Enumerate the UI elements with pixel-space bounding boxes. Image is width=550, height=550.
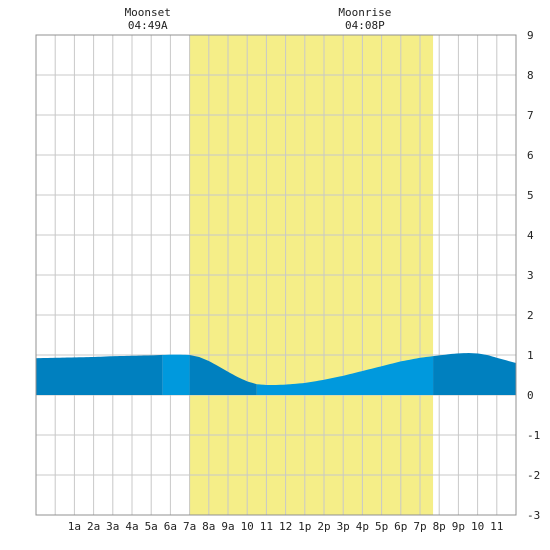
x-tick-label: 10 [471, 520, 484, 533]
x-tick-label: 3a [106, 520, 119, 533]
x-tick-label: 11 [260, 520, 273, 533]
annotation-time: 04:08P [345, 19, 385, 32]
y-tick-label: 6 [527, 149, 534, 162]
y-tick-label: 9 [527, 29, 534, 42]
x-axis-tick-labels: 1a 2a 3a 4a 5a 6a 7a 8a 9a 10 11 12 1p 2p 3p 4p 5p 6p 7p 8p… [68, 520, 504, 533]
y-tick-label: 0 [527, 389, 534, 402]
y-tick-label: 3 [527, 269, 534, 282]
tide-segment [256, 356, 434, 395]
annotation-time: 04:49A [128, 19, 168, 32]
tide-segment [433, 353, 516, 395]
x-tick-label: 7p [413, 520, 426, 533]
tide-segment [162, 354, 190, 395]
x-tick-label: 10 [241, 520, 254, 533]
y-tick-label: 2 [527, 309, 534, 322]
x-tick-label: 2p [317, 520, 330, 533]
x-tick-label: 5p [375, 520, 388, 533]
y-tick-label: 8 [527, 69, 534, 82]
x-tick-label: 3p [337, 520, 350, 533]
x-tick-label: 9a [221, 520, 234, 533]
x-tick-label: 2a [87, 520, 100, 533]
x-tick-label: 8a [202, 520, 215, 533]
x-tick-label: 8p [433, 520, 446, 533]
x-tick-label: 7a [183, 520, 196, 533]
y-axis-tick-labels: -3 -2 -1 0 1 2 3 4 5 6 7 8 9 [527, 29, 540, 522]
tide-area [36, 353, 516, 395]
x-tick-label: 6p [394, 520, 407, 533]
y-tick-label: 4 [527, 229, 534, 242]
annotation-label: Moonset [125, 6, 171, 19]
x-tick-label: 9p [452, 520, 465, 533]
y-tick-label: -2 [527, 469, 540, 482]
y-tick-label: 7 [527, 109, 534, 122]
y-tick-label: -3 [527, 509, 540, 522]
plot-frame [35, 34, 517, 516]
x-tick-label: 4p [356, 520, 369, 533]
x-tick-label: 5a [145, 520, 158, 533]
x-tick-label: 6a [164, 520, 177, 533]
y-tick-label: 5 [527, 189, 534, 202]
x-tick-label: 12 [279, 520, 292, 533]
y-tick-label: 1 [527, 349, 534, 362]
tide-segment [189, 355, 257, 395]
annotation-label: Moonrise [338, 6, 391, 19]
x-tick-label: 11 [490, 520, 503, 533]
x-tick-label: 1a [68, 520, 81, 533]
tide-segment [36, 354, 163, 395]
y-tick-label: -1 [527, 429, 540, 442]
x-tick-label: 4a [125, 520, 138, 533]
x-tick-label: 1p [298, 520, 311, 533]
